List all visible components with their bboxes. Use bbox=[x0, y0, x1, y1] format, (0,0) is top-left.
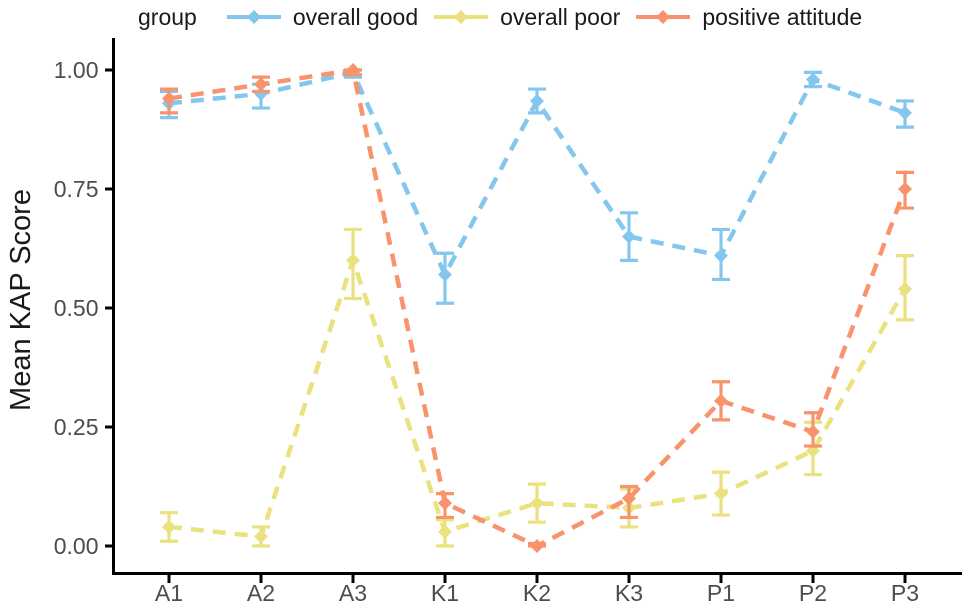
x-tick-label: A2 bbox=[247, 580, 275, 606]
data-point-overall-good bbox=[622, 229, 636, 244]
legend-item-positive-attitude: positive attitude bbox=[634, 4, 862, 31]
data-point-overall-poor bbox=[898, 281, 912, 296]
data-point-overall-good bbox=[714, 248, 728, 263]
data-point-positive-attitude bbox=[162, 91, 176, 106]
legend-item-overall-poor: overall poor bbox=[432, 4, 620, 31]
y-tick-label: 0.50 bbox=[54, 295, 99, 321]
series-line-overall-poor bbox=[168, 253, 907, 539]
data-point-positive-attitude bbox=[898, 182, 912, 196]
x-tick-label: P3 bbox=[891, 580, 919, 606]
y-tick-label: 0.75 bbox=[54, 176, 99, 202]
data-point-overall-poor bbox=[438, 524, 452, 539]
legend-key-icon bbox=[226, 10, 281, 24]
y-axis-title: Mean KAP Score bbox=[5, 189, 37, 411]
x-tick-label: A3 bbox=[339, 580, 367, 606]
data-point-overall-good bbox=[530, 93, 544, 108]
data-point-overall-poor bbox=[254, 529, 268, 544]
data-point-positive-attitude bbox=[346, 63, 360, 77]
data-point-positive-attitude bbox=[806, 424, 820, 439]
data-point-positive-attitude bbox=[438, 496, 452, 511]
legend: group overall good overall poor positive… bbox=[138, 2, 862, 32]
data-point-overall-good bbox=[806, 72, 820, 87]
x-tick-label: P2 bbox=[799, 580, 827, 606]
data-point-overall-good bbox=[898, 105, 912, 120]
x-tick-label: P1 bbox=[707, 580, 735, 606]
legend-item-label: overall good bbox=[292, 3, 419, 30]
x-tick-label: K1 bbox=[431, 580, 459, 606]
legend-item-overall-good: overall good bbox=[225, 4, 418, 31]
data-point-positive-attitude bbox=[622, 491, 636, 506]
data-point-positive-attitude bbox=[530, 539, 544, 553]
y-tick-label: 0.00 bbox=[54, 533, 99, 559]
legend-key-diamond bbox=[656, 10, 671, 24]
legend-key-diamond bbox=[246, 10, 261, 24]
data-point-overall-good bbox=[438, 267, 452, 282]
legend-key-icon bbox=[434, 10, 489, 24]
data-point-overall-poor bbox=[346, 253, 360, 268]
y-tick-label: 0.25 bbox=[54, 414, 99, 440]
x-tick-label: A1 bbox=[155, 580, 183, 606]
data-point-positive-attitude bbox=[714, 393, 728, 408]
legend-key-icon bbox=[636, 10, 691, 24]
data-point-overall-poor bbox=[162, 519, 176, 534]
data-point-overall-poor bbox=[714, 486, 728, 501]
x-tick-label: K2 bbox=[523, 580, 551, 606]
y-tick-label: 1.00 bbox=[54, 57, 99, 83]
legend-key-diamond bbox=[454, 10, 469, 24]
legend-item-label: positive attitude bbox=[702, 3, 863, 30]
data-point-overall-poor bbox=[530, 496, 544, 511]
data-point-positive-attitude bbox=[254, 77, 268, 92]
legend-item-label: overall poor bbox=[500, 3, 621, 30]
x-tick-label: K3 bbox=[615, 580, 643, 606]
legend-title: group bbox=[138, 3, 197, 30]
